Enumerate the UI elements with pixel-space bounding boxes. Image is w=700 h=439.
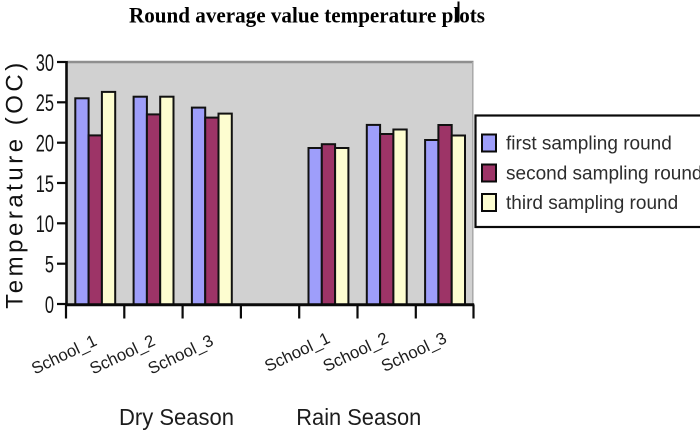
- svg-text:School_2: School_2: [320, 328, 391, 375]
- svg-text:third sampling round: third sampling round: [506, 193, 678, 214]
- svg-text:School_3: School_3: [378, 328, 449, 375]
- svg-text:School_2: School_2: [87, 331, 158, 378]
- svg-text:0: 0: [45, 292, 54, 319]
- svg-text:Round average value temperatur: Round average value temperature plots: [129, 3, 485, 28]
- svg-text:30: 30: [36, 50, 54, 77]
- svg-text:25: 25: [36, 90, 54, 117]
- svg-text:first sampling round: first sampling round: [506, 134, 672, 155]
- svg-text:20: 20: [36, 130, 54, 157]
- svg-text:5: 5: [45, 251, 54, 278]
- svg-text:School_1: School_1: [262, 328, 333, 375]
- svg-text:Rain Season: Rain Season: [296, 404, 421, 430]
- svg-text:Dry Season: Dry Season: [119, 404, 234, 430]
- svg-text:School_3: School_3: [145, 331, 216, 378]
- svg-text:10: 10: [36, 211, 54, 238]
- svg-text:School_1: School_1: [28, 331, 99, 378]
- svg-text:second sampling round: second sampling round: [506, 164, 700, 185]
- svg-text:15: 15: [36, 171, 54, 198]
- svg-text:Temperature (OC): Temperature (OC): [2, 59, 29, 308]
